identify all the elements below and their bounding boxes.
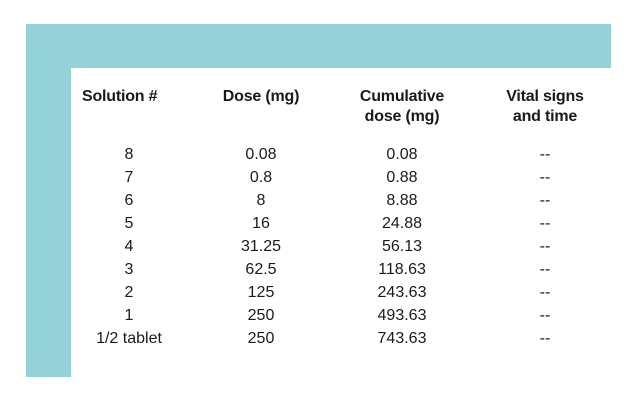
cell-dose: 31.25: [240, 238, 282, 255]
table-frame: Solution # Dose (mg) Cumulative dose (mg…: [26, 24, 620, 384]
header-solution: Solution #: [71, 68, 188, 143]
header-row: Solution # Dose (mg) Cumulative dose (mg…: [71, 68, 620, 143]
cell-cumulative: 243.63: [377, 284, 427, 301]
dosing-table: Solution # Dose (mg) Cumulative dose (mg…: [71, 68, 620, 350]
cell-vitals: --: [539, 215, 551, 232]
cell-solution-label: 2: [124, 284, 134, 301]
cell-cumulative: 743.63: [377, 330, 427, 347]
table-row: 2 125 243.63 --: [71, 281, 620, 304]
header-cumulative-line2: dose (mg): [364, 108, 440, 125]
cell-solution: 1/2 tablet: [71, 327, 188, 350]
table-row: 1 250 493.63 --: [71, 304, 620, 327]
header-vitals-line1: Vital signs: [506, 88, 584, 105]
header-solution-label: Solution #: [82, 88, 158, 105]
cell-solution: 3: [71, 258, 188, 281]
header-vitals: Vital signs and time: [470, 68, 620, 143]
cell-vitals: --: [539, 284, 551, 301]
header-dose: Dose (mg): [188, 68, 334, 143]
cell-solution-label: 6: [124, 192, 134, 209]
cell-solution-label: 1: [124, 307, 134, 324]
cell-dose: 250: [247, 307, 275, 324]
header-cumulative-line1: Cumulative: [359, 88, 445, 105]
cell-solution-label: 8: [124, 146, 134, 163]
cell-solution-label: 1/2 tablet: [96, 330, 162, 347]
cell-vitals: --: [539, 307, 551, 324]
cell-solution: 5: [71, 212, 188, 235]
cell-cumulative: 493.63: [377, 307, 427, 324]
table-row: 6 8 8.88 --: [71, 189, 620, 212]
cell-solution: 4: [71, 235, 188, 258]
cell-vitals: --: [539, 238, 551, 255]
table-row: 7 0.8 0.88 --: [71, 166, 620, 189]
cell-dose: 16: [252, 215, 270, 232]
cell-dose: 0.8: [249, 169, 273, 186]
header-cumulative: Cumulative dose (mg): [334, 68, 470, 143]
header-dose-label: Dose (mg): [222, 88, 300, 105]
cell-dose: 125: [247, 284, 275, 301]
cell-cumulative: 0.08: [386, 146, 418, 163]
cell-dose: 8: [256, 192, 266, 209]
table-row: 8 0.08 0.08 --: [71, 143, 620, 166]
cell-dose: 0.08: [245, 146, 277, 163]
table-panel: Solution # Dose (mg) Cumulative dose (mg…: [71, 68, 620, 384]
cell-solution: 6: [71, 189, 188, 212]
cell-vitals: --: [539, 261, 551, 278]
table-row: 4 31.25 56.13 --: [71, 235, 620, 258]
cell-dose: 250: [247, 330, 275, 347]
cell-vitals: --: [539, 169, 551, 186]
table-body: 8 0.08 0.08 -- 7 0.8 0.88 -- 6 8 8.88 -- 5 16 24.88 -- 4…: [71, 143, 620, 350]
table-row: 5 16 24.88 --: [71, 212, 620, 235]
cell-solution: 2: [71, 281, 188, 304]
cell-cumulative: 118.63: [378, 261, 426, 278]
cell-solution: 1: [71, 304, 188, 327]
cell-vitals: --: [539, 146, 551, 163]
cell-solution-label: 5: [124, 215, 134, 232]
cell-cumulative: 24.88: [381, 215, 423, 232]
table-row: 1/2 tablet 250 743.63 --: [71, 327, 620, 350]
cell-vitals: --: [539, 192, 551, 209]
cell-solution: 8: [71, 143, 188, 166]
cell-cumulative: 0.88: [386, 169, 418, 186]
cell-dose: 62.5: [245, 261, 277, 278]
cell-solution-label: 3: [124, 261, 134, 278]
cell-cumulative: 56.13: [381, 238, 423, 255]
cell-vitals: --: [539, 330, 551, 347]
cell-cumulative: 8.88: [386, 192, 418, 209]
cell-solution-label: 4: [124, 238, 134, 255]
table-row: 3 62.5 118.63 --: [71, 258, 620, 281]
cell-solution: 7: [71, 166, 188, 189]
cell-solution-label: 7: [124, 169, 134, 186]
header-vitals-line2: and time: [512, 108, 578, 125]
